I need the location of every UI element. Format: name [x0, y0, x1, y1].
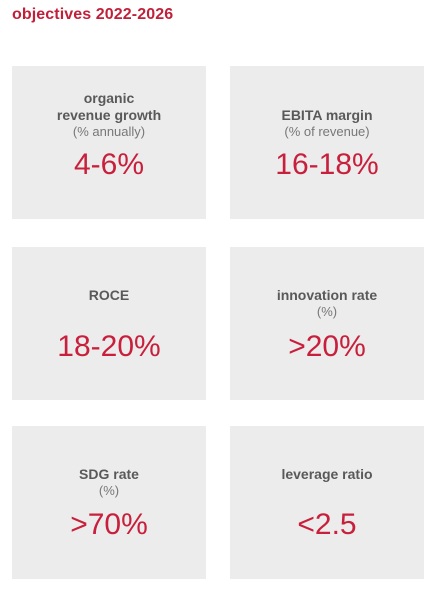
card-label: SDG rate: [79, 466, 139, 482]
objective-card-sdg-rate: SDG rate (%) >70%: [12, 426, 206, 579]
card-label: organic revenue growth: [56, 90, 162, 123]
objective-card-organic-revenue-growth: organic revenue growth (% annually) 4-6%: [12, 66, 206, 219]
objective-card-ebita-margin: EBITA margin (% of revenue) 16-18%: [230, 66, 424, 219]
card-label: EBITA margin: [281, 107, 373, 123]
page-title: objectives 2022-2026: [12, 6, 174, 23]
card-value: 4-6%: [73, 148, 145, 181]
objective-card-innovation-rate: innovation rate (%) >20%: [230, 247, 424, 400]
card-label: innovation rate: [276, 287, 378, 303]
card-value: 16-18%: [275, 148, 379, 181]
card-value: 18-20%: [57, 330, 161, 363]
objective-card-leverage-ratio: leverage ratio <2.5: [230, 426, 424, 579]
card-value: >20%: [288, 330, 366, 363]
card-sublabel: (% annually): [72, 124, 146, 139]
card-sublabel: (%): [316, 304, 338, 319]
objective-card-roce: ROCE 18-20%: [12, 247, 206, 400]
card-value: >70%: [70, 508, 148, 541]
card-label: leverage ratio: [281, 466, 373, 482]
card-sublabel: (% of revenue): [284, 124, 370, 139]
card-value: <2.5: [297, 508, 357, 541]
card-label: ROCE: [88, 287, 130, 303]
card-sublabel: (%): [98, 483, 120, 498]
